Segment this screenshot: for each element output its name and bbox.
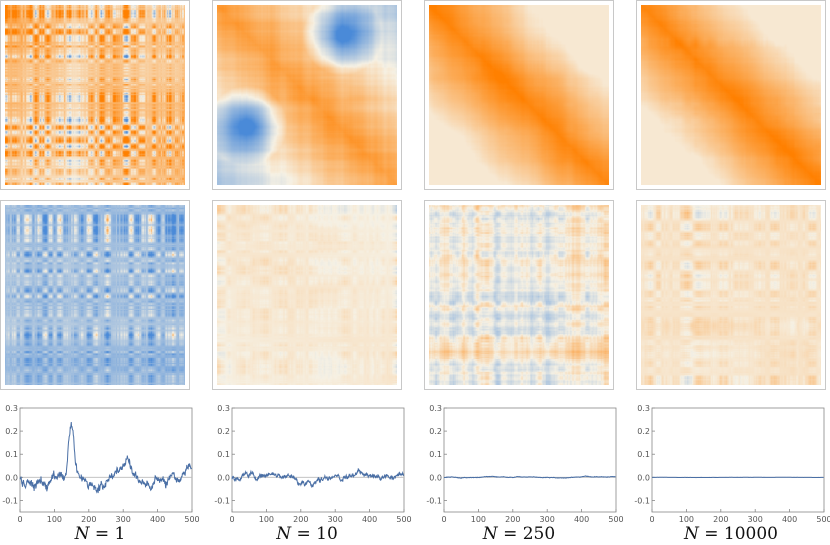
y-tick-label: 0.1 [429, 450, 442, 459]
x-tick-label: 100 [47, 515, 62, 524]
y-tick-label: 0.2 [637, 427, 650, 436]
x-tick-label: 200 [293, 515, 308, 524]
x-tick-label: 200 [713, 515, 728, 524]
x-tick-label: 300 [540, 515, 555, 524]
x-tick-label: 100 [259, 515, 274, 524]
y-tick-label: 0.3 [217, 404, 230, 413]
x-tick-label: 300 [116, 515, 131, 524]
x-tick-label: 0 [229, 515, 234, 524]
x-tick-label: 100 [679, 515, 694, 524]
plot-frame [19, 407, 193, 513]
lineplot-n10: -0.1 0.0 0.1 0.2 0.3 0 100 200 300 400 500 [214, 404, 411, 524]
y-tick-label: 0.0 [217, 473, 230, 482]
label-n250: N = 250 [482, 524, 556, 544]
heatmap-top-n1 [0, 0, 190, 190]
heatmap-top-canvas-n250 [429, 5, 609, 185]
label-n10: N = 10 [276, 524, 338, 544]
heatmap-top-n250 [424, 0, 614, 190]
heatmap-top-n10000 [636, 0, 826, 190]
label-n10000: N = 10000 [683, 524, 779, 544]
heatmap-bottom-n10 [212, 200, 402, 390]
y-tick-label: 0.3 [429, 404, 442, 413]
x-tick-label: 0 [17, 515, 22, 524]
x-tick-label: 300 [328, 515, 343, 524]
plot-frame [231, 407, 405, 513]
x-tick-label: 200 [81, 515, 96, 524]
heatmap-bottom-canvas-n10000 [641, 205, 821, 385]
heatmap-top-canvas-n10 [217, 5, 397, 185]
y-tick-label: 0.2 [217, 427, 230, 436]
series-line [19, 421, 193, 494]
y-tick-label: 0.2 [5, 427, 18, 436]
heatmap-bottom-canvas-n250 [429, 205, 609, 385]
y-tick-label: -0.1 [634, 496, 650, 505]
x-tick-label: 300 [748, 515, 763, 524]
heatmap-top-canvas-n1 [5, 5, 185, 185]
x-tick-label: 0 [441, 515, 446, 524]
x-tick-label: 500 [184, 515, 199, 524]
x-tick-label: 500 [608, 515, 623, 524]
y-tick-label: -0.1 [2, 496, 18, 505]
plot-frame [651, 407, 825, 513]
y-tick-label: 0.2 [429, 427, 442, 436]
heatmap-top-n10 [212, 0, 402, 190]
y-tick-label: -0.1 [426, 496, 442, 505]
x-tick-label: 500 [396, 515, 411, 524]
x-tick-label: 400 [574, 515, 589, 524]
lineplot-n1: -0.1 0.0 0.1 0.2 0.3 0 100 200 300 400 500 [2, 404, 199, 524]
series-line [231, 468, 405, 489]
x-tick-label: 200 [505, 515, 520, 524]
series-line [444, 475, 616, 479]
heatmap-bottom-n1 [0, 200, 190, 390]
lineplot-n10000: -0.1 0.0 0.1 0.2 0.3 0 100 200 300 400 500 [634, 404, 830, 524]
y-tick-label: 0.3 [5, 404, 18, 413]
y-tick-label: 0.1 [5, 450, 18, 459]
heatmap-bottom-n250 [424, 200, 614, 390]
heatmap-bottom-canvas-n10 [217, 205, 397, 385]
plot-frame [443, 407, 617, 513]
y-tick-label: 0.0 [429, 473, 442, 482]
heatmap-bottom-canvas-n1 [5, 205, 185, 385]
y-tick-label: 0.1 [637, 450, 650, 459]
x-tick-label: 400 [150, 515, 165, 524]
x-tick-label: 100 [471, 515, 486, 524]
x-tick-label: 400 [782, 515, 797, 524]
y-tick-label: 0.3 [637, 404, 650, 413]
heatmap-bottom-n10000 [636, 200, 826, 390]
lineplot-n250: -0.1 0.0 0.1 0.2 0.3 0 100 200 300 400 500 [426, 404, 623, 524]
y-tick-label: 0.1 [217, 450, 230, 459]
y-tick-label: 0.0 [5, 473, 18, 482]
x-tick-label: 500 [816, 515, 830, 524]
label-n1: N = 1 [74, 524, 126, 544]
y-tick-label: 0.0 [637, 473, 650, 482]
y-tick-label: -0.1 [214, 496, 230, 505]
x-tick-label: 0 [649, 515, 654, 524]
x-tick-label: 400 [362, 515, 377, 524]
heatmap-top-canvas-n10000 [641, 5, 821, 185]
